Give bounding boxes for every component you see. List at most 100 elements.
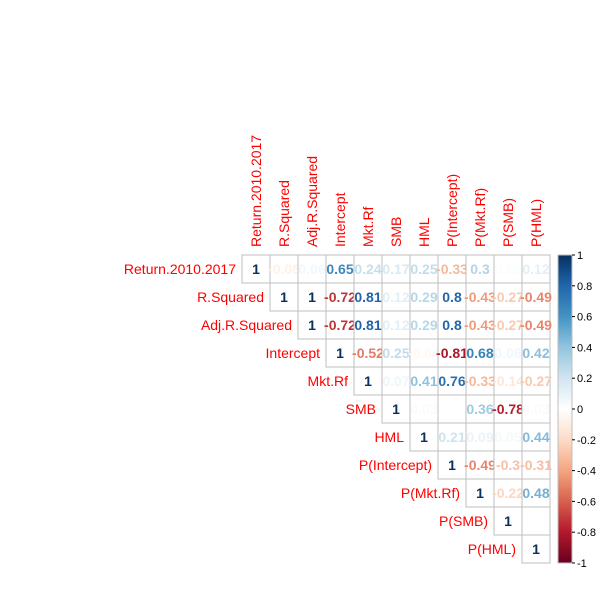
cell-value: 0.48: [522, 485, 549, 501]
cell-5-9: -0.78: [492, 394, 524, 424]
colorbar-tick-label: -0.4: [577, 466, 596, 478]
cell-value: 0.12: [522, 261, 549, 277]
cell-0-5: 0.17: [381, 254, 411, 284]
cell-5-10: 0.03: [521, 394, 551, 424]
cell-value: 0.25: [382, 345, 409, 361]
column-label: P(SMB): [500, 198, 516, 247]
colorbar-tick-label: -0.6: [577, 496, 596, 508]
cell-10-10: 1: [521, 534, 551, 564]
cell-0-1: -0.08: [268, 254, 300, 284]
cell-4-6: 0.41: [409, 366, 439, 396]
cell-value: 0.01: [438, 401, 465, 417]
cell-value: 0.06: [298, 261, 325, 277]
cell-3-4: -0.52: [352, 338, 384, 368]
cell-2-3: -0.72: [324, 310, 356, 340]
cell-value: 1: [476, 485, 484, 501]
cell-border: [521, 478, 551, 508]
cell-border: [521, 534, 551, 564]
cell-3-9: 0.06: [493, 338, 523, 368]
cell-3-5: 0.25: [381, 338, 411, 368]
cell-0-6: 0.25: [409, 254, 439, 284]
cell-value: 0.25: [410, 261, 437, 277]
cell-border: [493, 310, 523, 340]
cell-value: 0.12: [382, 317, 409, 333]
cell-value: 0.21: [438, 429, 465, 445]
cell-border: [465, 394, 495, 424]
cell-value: 0.44: [522, 429, 549, 445]
cell-value: 0.65: [326, 261, 353, 277]
cell-value: 0.76: [438, 373, 465, 389]
column-label: SMB: [388, 217, 404, 247]
column-labels: Return.2010.2017 R.Squared Adj.R.Squared In…: [248, 135, 544, 247]
cell-7-9: -0.3: [493, 450, 523, 480]
cell-5-6: 0.03: [409, 394, 439, 424]
cell-value: -0.04: [408, 345, 440, 361]
cell-3-10: 0.42: [521, 338, 551, 368]
cell-border: [381, 394, 411, 424]
cell-border: [521, 254, 551, 284]
cell-value: 0.17: [382, 261, 409, 277]
cell-1-3: -0.72: [324, 282, 356, 312]
cell-border: [437, 450, 467, 480]
cell-6-10: 0.44: [521, 422, 551, 452]
cell-value: 1: [448, 457, 456, 473]
cell-4-7: 0.76: [437, 366, 467, 396]
cell-1-4: 0.81: [353, 282, 383, 312]
cell-value: -0.43: [464, 289, 496, 305]
cell-4-10: -0.27: [520, 366, 552, 396]
column-label: P(HML): [528, 199, 544, 247]
cell-value: 0.05: [494, 429, 521, 445]
cell-value: 1: [336, 345, 344, 361]
cell-0-2: 0.06: [297, 254, 327, 284]
cell-border: [437, 422, 467, 452]
column-label: P(Intercept): [444, 174, 460, 247]
cell-border: [493, 366, 523, 396]
cell-value: -0.31: [520, 457, 552, 473]
cell-value: -0.49: [520, 317, 552, 333]
colorbar-tick-label: 0.6: [577, 312, 592, 324]
cell-value: -0.49: [520, 289, 552, 305]
cell-value: 0.3: [470, 261, 490, 277]
colorbar-tick-label: -0.8: [577, 527, 596, 539]
cell-7-7: 1: [437, 450, 467, 480]
cell-value: -0.14: [492, 373, 524, 389]
cell-3-3: 1: [325, 338, 355, 368]
cell-5-7: 0.01: [437, 394, 467, 424]
cell-0-8: 0.3: [465, 254, 495, 284]
cell-value: -0.33: [436, 261, 468, 277]
cell-0-9: 0.02: [493, 254, 523, 284]
cell-4-4: 1: [353, 366, 383, 396]
cell-border: [521, 366, 551, 396]
cell-border: [493, 478, 523, 508]
cell-value: 0.02: [494, 261, 521, 277]
cell-border: [325, 282, 355, 312]
row-label: Return.2010.2017: [124, 261, 236, 277]
cell-1-7: 0.8: [437, 282, 467, 312]
cell-4-5: 0.07: [381, 366, 411, 396]
colorbar: 1 0.8 0.6 0.4 0.2 0 -0.2 -0.4 -0.6 -0.8 -1: [557, 250, 596, 570]
cell-1-8: -0.43: [464, 282, 496, 312]
cell-6-6: 1: [409, 422, 439, 452]
cell-value: -0.49: [464, 457, 496, 473]
cell-value: 1: [420, 429, 428, 445]
colorbar-tick-label: 1: [577, 250, 583, 262]
cell-value: -0.52: [352, 345, 384, 361]
row-labels: Return.2010.2017 R.Squared Adj.R.Squared In…: [124, 261, 516, 557]
cell-1-5: 0.12: [381, 282, 411, 312]
column-label: HML: [416, 217, 432, 247]
cell-value: -0.33: [464, 373, 496, 389]
cell-value: 0.8: [442, 317, 462, 333]
cell-value: -0.27: [492, 317, 524, 333]
cell-value: -0.81: [436, 345, 468, 361]
cell-value: 0.07: [382, 373, 409, 389]
cell-9-9: 1: [493, 506, 523, 536]
cell-value: 0.12: [382, 289, 409, 305]
cell-border: [521, 422, 551, 452]
cell-2-5: 0.12: [381, 310, 411, 340]
cell-6-8: 0.09: [465, 422, 495, 452]
cell-border: [409, 282, 439, 312]
cell-value: -0.3: [496, 457, 520, 473]
cell-2-2: 1: [297, 310, 327, 340]
cell-value: 1: [308, 289, 316, 305]
cell-border: [465, 450, 495, 480]
